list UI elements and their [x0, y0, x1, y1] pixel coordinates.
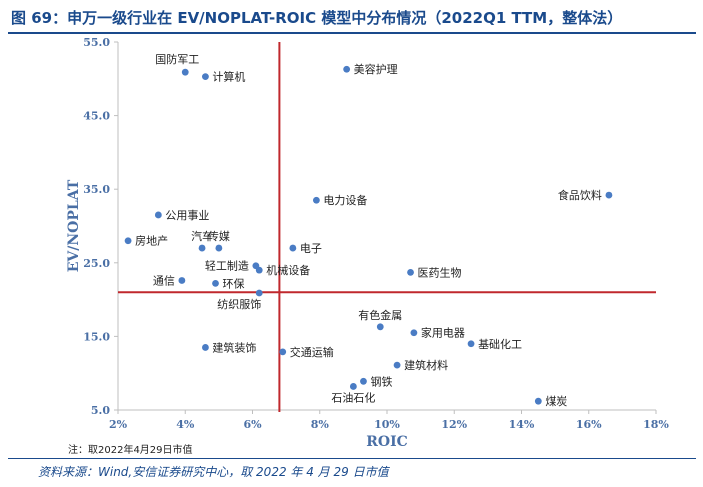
point-label: 纺织服饰: [217, 297, 261, 311]
x-tick-label: 14%: [509, 418, 535, 431]
data-point: [360, 377, 367, 385]
data-point: [202, 344, 209, 351]
point-label: 电子: [300, 242, 322, 255]
point-label: 环保: [223, 276, 245, 290]
point-label: 轻工制造: [205, 259, 249, 273]
data-point: [312, 196, 320, 204]
y-tick-label: 55.0: [83, 36, 110, 49]
data-point: [393, 361, 401, 369]
y-tick-label: 25.0: [83, 257, 110, 270]
data-point: [215, 244, 223, 252]
point-label: 机械设备: [266, 263, 310, 277]
data-point: [124, 237, 132, 245]
source-text: 资料来源：Wind,安信证券研究中心，取 2022 年 4 月 29 日市值: [38, 465, 389, 479]
x-axis-title: ROIC: [366, 434, 408, 450]
point-label: 基础化工: [478, 337, 522, 351]
reference-lines: [118, 42, 656, 412]
data-point: [255, 266, 263, 274]
point-label: 电力设备: [323, 193, 367, 207]
y-tick-label: 15.0: [83, 330, 110, 343]
y-tick-label: 35.0: [83, 183, 110, 196]
data-point: [467, 340, 475, 348]
y-tick-label: 45.0: [83, 110, 110, 123]
x-tick-label: 10%: [374, 418, 400, 431]
data-point: [154, 211, 162, 219]
point-label: 汽车: [191, 229, 213, 243]
data-point: [410, 329, 418, 337]
y-tick-label: 5.0: [91, 404, 110, 417]
x-tick-label: 8%: [311, 418, 330, 431]
figure-title: 图 69：申万一级行业在 EV/NOPLAT-ROIC 模型中分布情况（2022…: [11, 9, 623, 27]
x-tick-label: 12%: [441, 418, 467, 431]
point-label: 食品饮料: [558, 188, 602, 202]
data-point: [279, 348, 287, 356]
x-tick-label: 6%: [243, 418, 262, 431]
title-divider: [8, 32, 696, 34]
x-tick-label: 4%: [176, 418, 195, 431]
data-point: [534, 397, 542, 405]
point-label: 煤炭: [545, 395, 567, 408]
point-label: 交通运输: [290, 345, 334, 359]
data-point: [343, 65, 351, 73]
point-label: 建筑装饰: [212, 340, 256, 354]
x-tick-label: 2%: [109, 418, 128, 431]
point-label: 国防军工: [155, 52, 199, 66]
point-label: 传媒: [208, 230, 230, 243]
point-label: 有色金属: [358, 308, 402, 322]
data-point: [407, 268, 414, 276]
point-label: 钢铁: [370, 375, 392, 388]
point-label: 房地产: [135, 234, 168, 248]
data-point: [181, 68, 189, 76]
data-point: [198, 244, 206, 252]
chart-note: 注：取2022年4月29日市值: [68, 445, 193, 456]
y-axis-title: EV/NOPLAT: [66, 179, 82, 272]
point-label: 建筑材料: [404, 358, 448, 372]
x-tick-label: 16%: [576, 418, 602, 431]
point-label: 医药生物: [418, 265, 462, 279]
axes-layer: 5.0 15.0 25.0 35.0 45.0 55.0 2% 4% 6% 8% 10% 12% 14%…: [83, 36, 669, 431]
point-label: 计算机: [212, 70, 245, 84]
data-point: [605, 191, 613, 199]
point-label: 美容护理: [354, 62, 398, 76]
data-point: [255, 289, 263, 297]
x-tick-label: 18%: [643, 418, 669, 431]
data-point: [212, 280, 219, 287]
data-point: [178, 277, 186, 284]
data-point: [289, 244, 297, 252]
source-divider: [8, 458, 696, 459]
data-point: [376, 323, 384, 331]
data-point: [202, 73, 209, 80]
point-label: 公用事业: [165, 209, 209, 222]
data-point: [349, 383, 357, 390]
point-label: 通信: [153, 274, 175, 287]
point-label: 石油石化: [331, 390, 375, 404]
point-label: 家用电器: [421, 326, 465, 340]
